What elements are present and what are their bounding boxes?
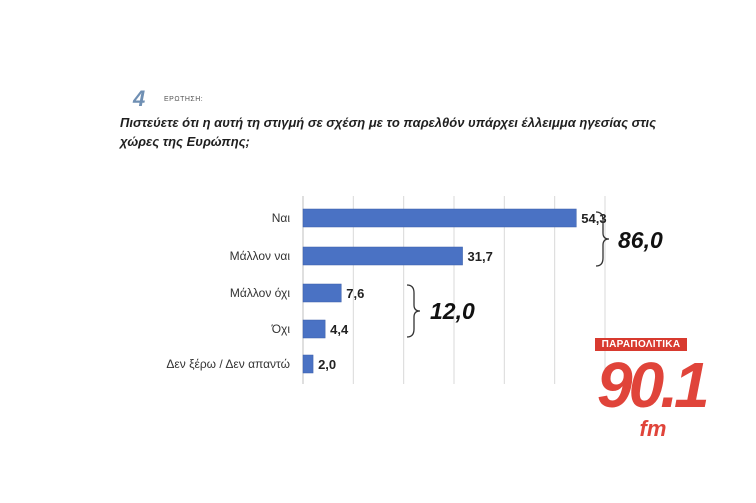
category-label: Μάλλον όχι: [230, 286, 290, 300]
question-number: 4: [133, 86, 145, 111]
bar: [302, 354, 314, 374]
value-label: 7,6: [346, 286, 364, 301]
value-label: 4,4: [330, 322, 349, 337]
question-text: Πιστεύετε ότι η αυτή τη στιγμή σε σχέση …: [120, 115, 657, 149]
logo-main: 90.1: [597, 349, 710, 421]
bar: [302, 208, 577, 228]
radio-logo: ΠΑΡΑΠΟΛΙΤΙΚΑ 90.1 fm: [595, 338, 710, 448]
value-label: 31,7: [468, 249, 493, 264]
logo-header: ΠΑΡΑΠΟΛΙΤΙΚΑ: [595, 338, 687, 351]
bar: [302, 246, 463, 266]
brace-group-no: [406, 284, 421, 338]
question-label: ΕΡΩΤΗΣΗ:: [164, 96, 204, 103]
bar: [302, 319, 326, 339]
bar: [302, 283, 342, 303]
brace-group-yes: [595, 211, 610, 267]
category-label: Δεν ξέρω / Δεν απαντώ: [166, 357, 290, 371]
category-label: Μάλλον ναι: [230, 249, 291, 263]
logo-suffix: fm: [639, 416, 667, 441]
category-label: Όχι: [271, 322, 291, 336]
category-label: Ναι: [272, 211, 291, 225]
group-total-no: 12,0: [430, 298, 475, 324]
value-label: 2,0: [318, 357, 336, 372]
group-total-yes: 86,0: [618, 227, 663, 253]
value-label: 54,3: [581, 211, 606, 226]
